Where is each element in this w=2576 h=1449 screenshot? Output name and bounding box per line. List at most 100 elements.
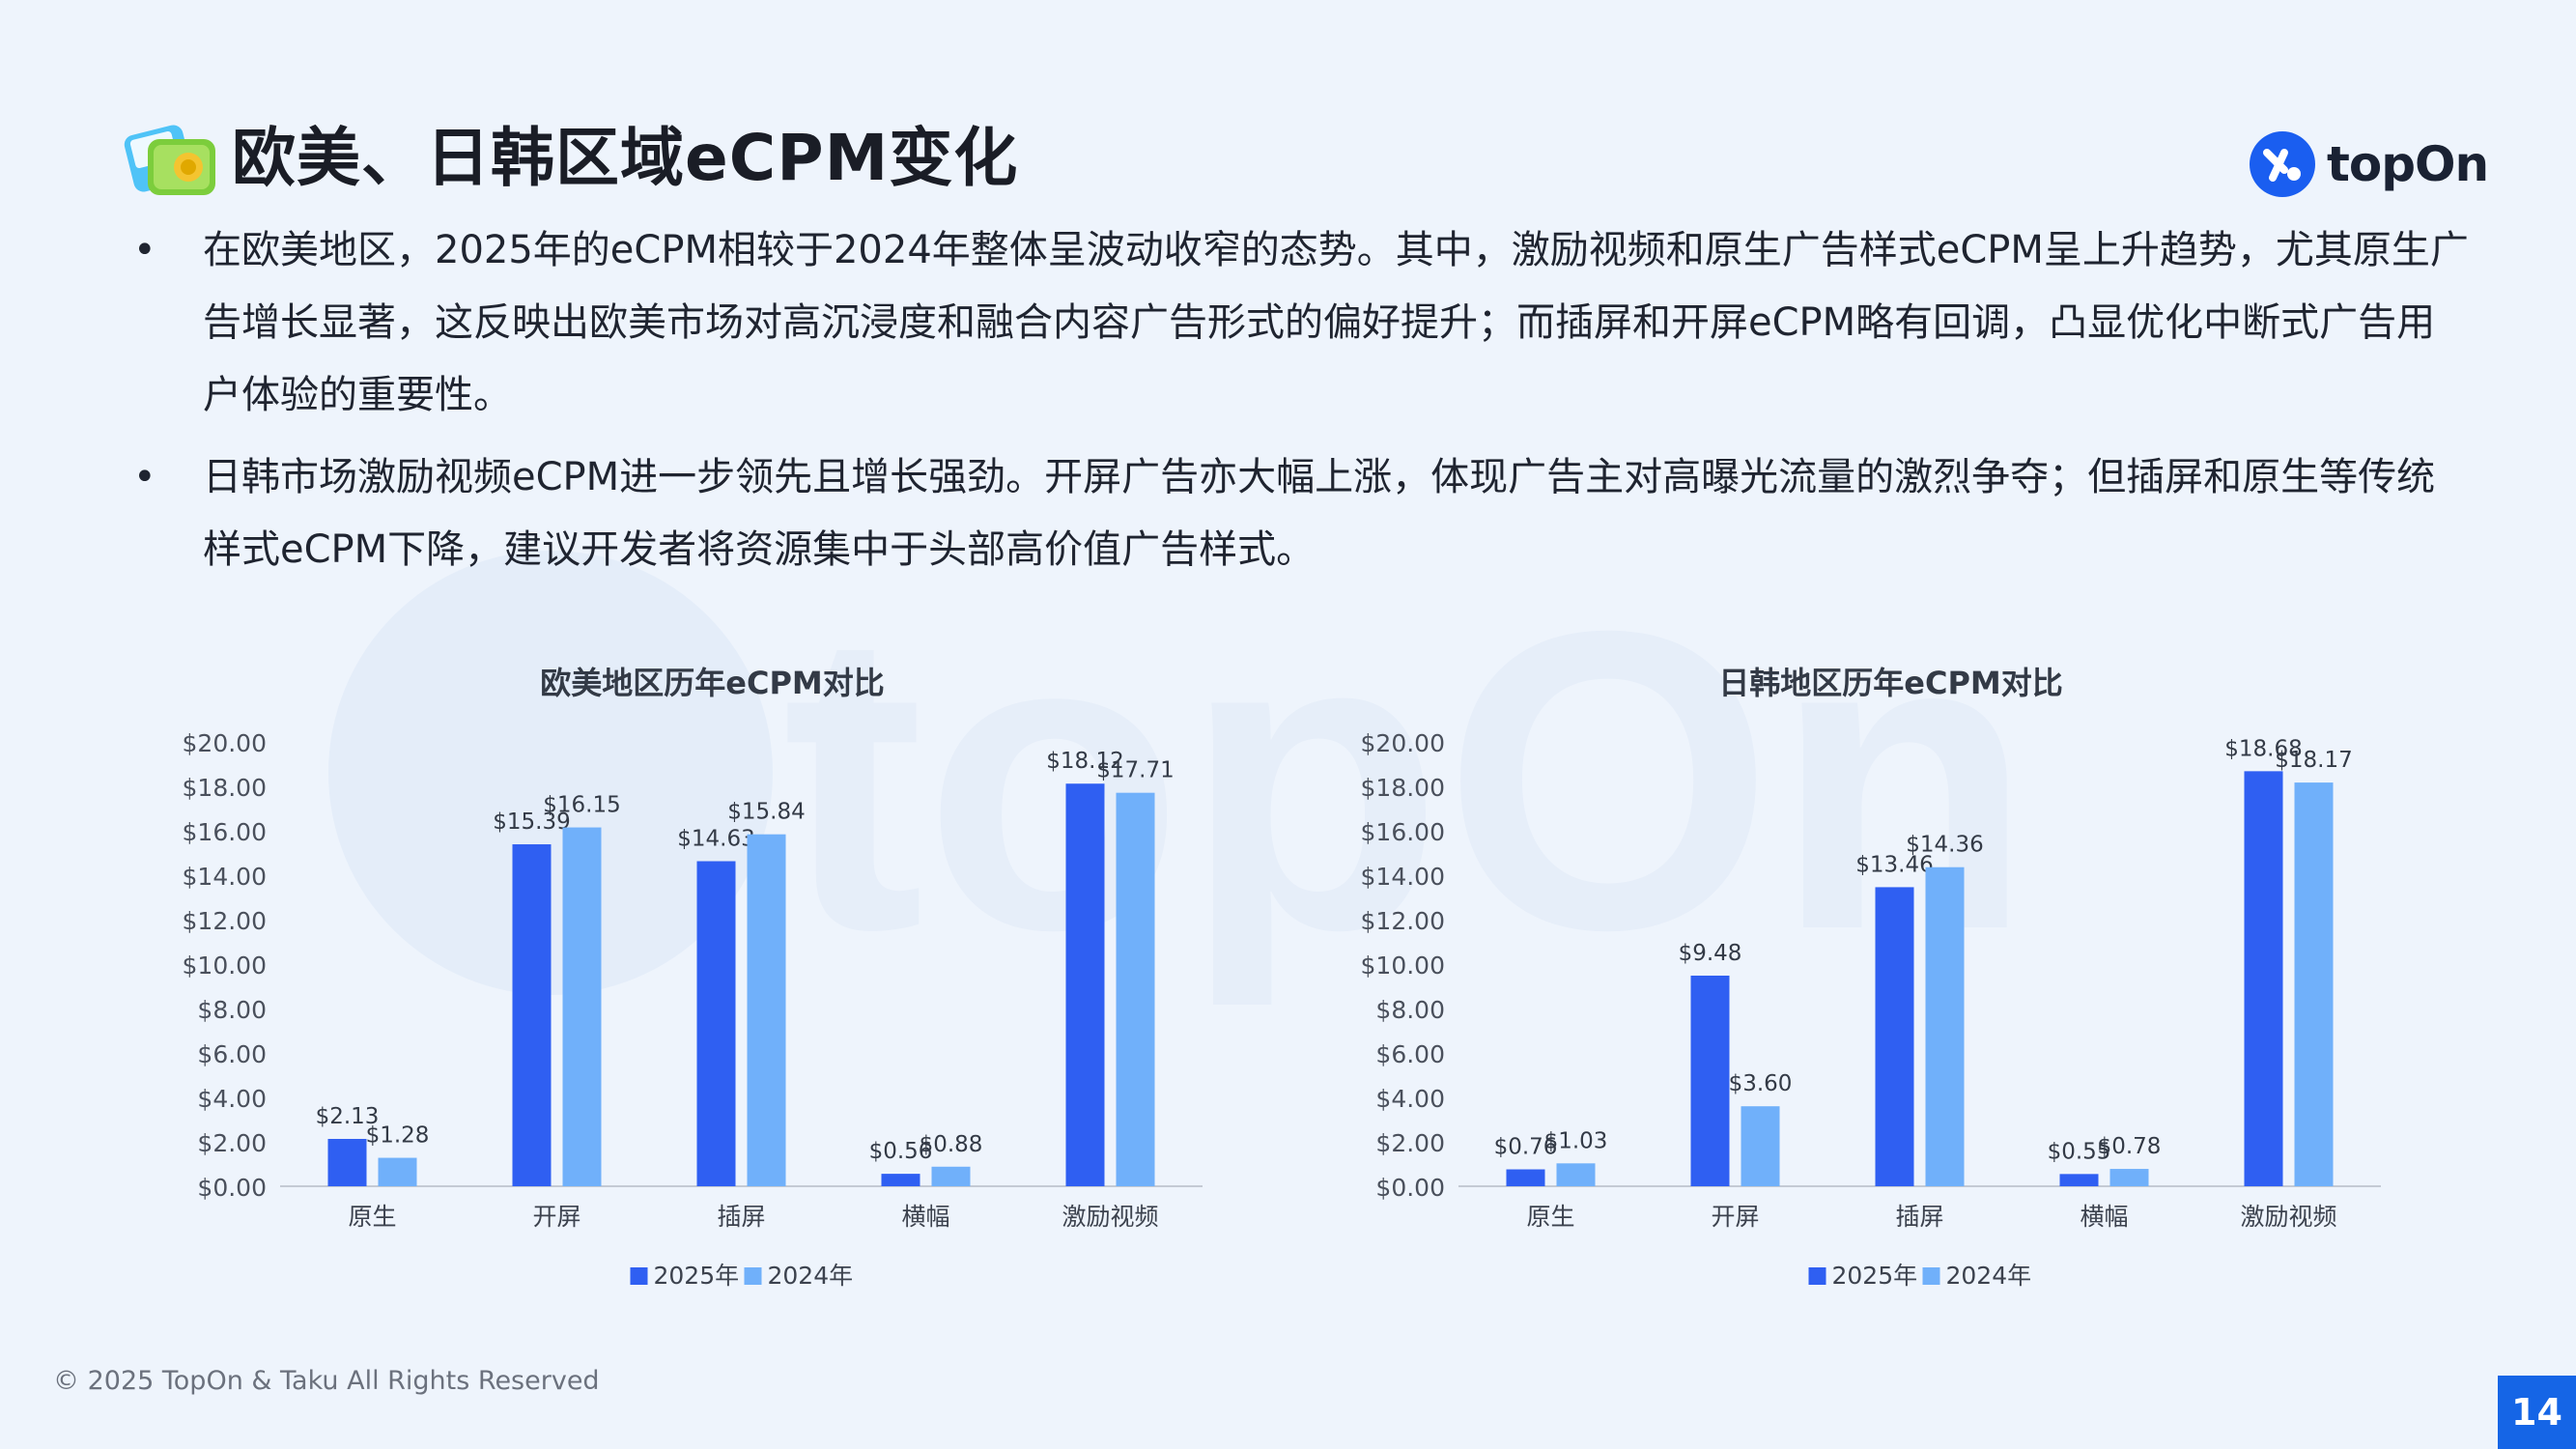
watermark-circle <box>328 551 773 995</box>
legend-label: 2025年 <box>654 1262 740 1290</box>
data-label: $1.03 <box>1544 1128 1608 1153</box>
bar-2025 <box>1690 975 1730 1186</box>
legend-label: 2024年 <box>768 1262 854 1290</box>
bar-2024 <box>562 827 602 1186</box>
bullet-marker: • <box>133 228 156 272</box>
x-tick-label: 开屏 <box>1711 1203 1759 1231</box>
copyright-text: © 2025 TopOn & Taku All Rights Reserved <box>53 1366 600 1396</box>
x-tick-label: 激励视频 <box>1062 1203 1158 1231</box>
data-label: $15.84 <box>727 800 805 825</box>
y-tick-label: $20.00 <box>183 729 267 757</box>
legend-swatch <box>1922 1267 1940 1285</box>
data-label: $14.36 <box>1906 833 1983 858</box>
x-tick-label: 激励视频 <box>2240 1203 2336 1231</box>
bar-2025 <box>696 861 736 1186</box>
bar-2024 <box>378 1157 417 1186</box>
data-label: $2.13 <box>316 1104 380 1129</box>
data-label: $15.39 <box>493 810 570 835</box>
y-tick-label: $0.00 <box>197 1174 267 1202</box>
legend-label: 2025年 <box>1832 1262 1918 1290</box>
legend-swatch <box>1808 1267 1826 1285</box>
y-tick-label: $10.00 <box>1361 952 1445 980</box>
charts-area: 欧美地区历年eCPM对比 $0.00 $2.00 $4.00 $6.00 $8.00 $10… <box>183 665 2381 1290</box>
bar-2024 <box>1925 867 1965 1186</box>
bullet-marker: • <box>133 455 156 499</box>
bar-2025 <box>327 1139 367 1186</box>
y-tick-label: $6.00 <box>197 1040 267 1068</box>
bullet-text: 在欧美地区，2025年的eCPM相较于2024年整体呈波动收窄的态势。其中，激励… <box>203 228 2469 417</box>
x-tick-label: 开屏 <box>532 1203 580 1231</box>
data-label: $13.46 <box>1855 852 1933 877</box>
data-label: $18.68 <box>2224 736 2302 761</box>
data-label: $17.71 <box>1096 758 1174 783</box>
data-label: $3.60 <box>1729 1071 1793 1096</box>
page-number: 14 <box>2498 1376 2576 1449</box>
y-tick-label: $18.00 <box>1361 774 1445 802</box>
bullet-text: 日韩市场激励视频eCPM进一步领先且增长强劲。开屏广告亦大幅上涨，体现广告主对高… <box>203 455 2436 572</box>
data-label: $0.56 <box>869 1139 933 1164</box>
data-label: $16.15 <box>543 793 620 818</box>
bar-2024 <box>1116 792 1155 1186</box>
bar-2024 <box>2109 1169 2149 1186</box>
topon-logo-icon <box>2250 131 2315 197</box>
bar-2025 <box>1065 783 1105 1186</box>
watermark-text: topOn <box>782 544 2033 1005</box>
chart-title: 日韩地区历年eCPM对比 <box>1718 665 2063 701</box>
y-tick-label: $12.00 <box>1361 907 1445 935</box>
y-tick-label: $6.00 <box>1375 1040 1445 1068</box>
y-tick-label: $4.00 <box>1375 1085 1445 1113</box>
data-label: $0.76 <box>1494 1135 1558 1160</box>
data-label: $0.78 <box>2098 1134 2162 1159</box>
bar-2025 <box>512 844 552 1186</box>
x-tick-label: 插屏 <box>717 1203 765 1231</box>
topon-logo: topOn <box>2248 128 2489 201</box>
data-label: $0.55 <box>2048 1139 2111 1164</box>
x-tick-label: 插屏 <box>1895 1203 1943 1231</box>
bar-2025 <box>1506 1169 1545 1186</box>
page-title: 欧美、日韩区域eCPM变化 <box>232 121 1019 195</box>
y-tick-label: $12.00 <box>183 907 267 935</box>
watermark-logo: topOn <box>328 544 2033 1005</box>
bar-2024 <box>1741 1106 1780 1186</box>
chart-2: 日韩地区历年eCPM对比 $0.00 $2.00 $4.00 $6.00 $8.00 $10… <box>1361 665 2381 1290</box>
bar-2024 <box>1556 1163 1596 1186</box>
bar-2024 <box>747 834 786 1186</box>
x-tick-label: 原生 <box>1526 1203 1574 1231</box>
y-tick-label: $14.00 <box>183 863 267 891</box>
legend-swatch <box>744 1267 762 1285</box>
y-tick-label: $20.00 <box>1361 729 1445 757</box>
chart-1: 欧美地区历年eCPM对比 $0.00 $2.00 $4.00 $6.00 $8.00 $10… <box>183 665 1203 1290</box>
bullet-list: • 在欧美地区，2025年的eCPM相较于2024年整体呈波动收窄的态势。其中，… <box>126 214 2473 596</box>
y-tick-label: $14.00 <box>1361 863 1445 891</box>
data-label: $9.48 <box>1679 941 1742 966</box>
y-tick-label: $16.00 <box>183 818 267 846</box>
y-tick-label: $10.00 <box>183 952 267 980</box>
bar-2024 <box>931 1166 971 1186</box>
y-tick-label: $2.00 <box>197 1129 267 1157</box>
logo-text: topOn <box>2327 136 2489 192</box>
bar-2025 <box>2244 771 2283 1186</box>
y-tick-label: $8.00 <box>197 996 267 1024</box>
bullet-item: • 日韩市场激励视频eCPM进一步领先且增长强劲。开屏广告亦大幅上涨，体现广告主… <box>126 441 2473 586</box>
y-tick-label: $4.00 <box>197 1085 267 1113</box>
x-tick-label: 横幅 <box>2080 1203 2128 1231</box>
y-tick-label: $18.00 <box>183 774 267 802</box>
data-label: $18.12 <box>1046 749 1123 774</box>
data-label: $14.63 <box>677 827 754 852</box>
chart-title: 欧美地区历年eCPM对比 <box>540 665 885 701</box>
y-tick-label: $0.00 <box>1375 1174 1445 1202</box>
wallet-icon <box>124 125 215 195</box>
bullet-item: • 在欧美地区，2025年的eCPM相较于2024年整体呈波动收窄的态势。其中，… <box>126 214 2473 432</box>
x-tick-label: 原生 <box>348 1203 396 1231</box>
data-label: $18.17 <box>2275 748 2352 773</box>
legend-label: 2024年 <box>1946 1262 2032 1290</box>
legend-swatch <box>630 1267 648 1285</box>
bar-2024 <box>2294 782 2334 1186</box>
y-tick-label: $16.00 <box>1361 818 1445 846</box>
bar-2025 <box>881 1174 920 1186</box>
data-label: $1.28 <box>366 1123 430 1149</box>
x-tick-label: 横幅 <box>901 1203 949 1231</box>
data-label: $0.88 <box>920 1132 983 1157</box>
bar-2025 <box>2059 1174 2099 1186</box>
bar-2025 <box>1875 887 1914 1186</box>
